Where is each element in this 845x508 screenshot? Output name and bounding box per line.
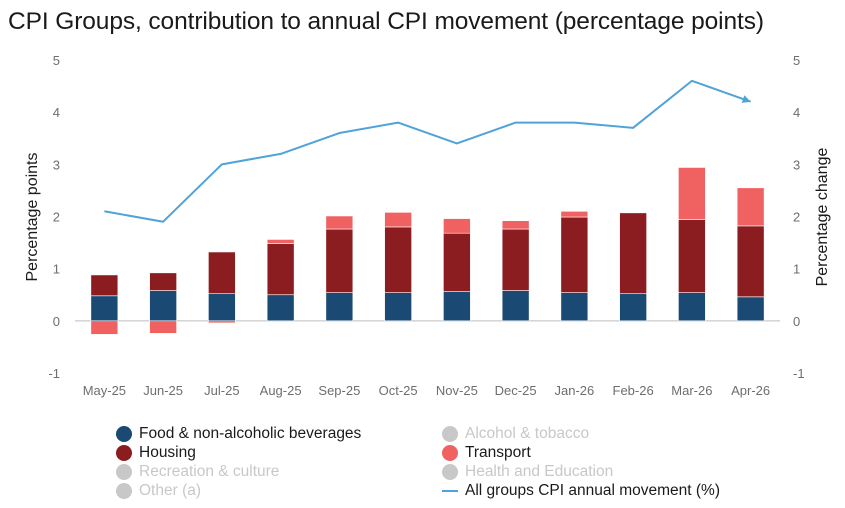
legend-line-swatch — [442, 490, 458, 492]
y-axis-title-left: Percentage points — [24, 153, 41, 282]
x-axis: May-25 Jun-25 Jul-25 Aug-25 Sep-25 Oct-25 Nov-… — [83, 383, 770, 398]
legend-dot-swatch — [442, 464, 458, 480]
bar-segment — [619, 293, 647, 322]
legend-dot-swatch — [116, 445, 132, 461]
y-tick-label: 0 — [53, 314, 60, 329]
x-tick-label: Nov-25 — [436, 383, 478, 398]
right-y-axis: -1 0 1 2 3 4 5 — [793, 53, 805, 381]
y-tick-label: 1 — [53, 262, 60, 277]
x-tick-label: Feb-26 — [613, 383, 654, 398]
bar-segment — [90, 320, 119, 335]
bar-segment — [619, 212, 647, 295]
x-tick-label: Jul-25 — [204, 383, 239, 398]
bar-segment — [560, 292, 589, 322]
bar-segment — [325, 228, 354, 293]
bar-segment — [325, 215, 354, 230]
bar-segment — [149, 272, 177, 291]
bar-segment — [384, 226, 412, 293]
bar-segment — [678, 292, 706, 322]
bar-segment — [266, 243, 295, 296]
x-tick-label: Mar-26 — [671, 383, 712, 398]
y-tick-label: 3 — [53, 157, 60, 172]
legend-dot-swatch — [442, 445, 458, 461]
bar-segment — [443, 232, 471, 292]
bar-segment — [736, 187, 765, 227]
y2-tick-label: 3 — [793, 157, 800, 172]
x-tick-label: Oct-25 — [379, 383, 418, 398]
chart-legend: Food & non-alcoholic beverages Alcohol & … — [116, 424, 816, 504]
bar-segment — [736, 296, 765, 322]
bar-series-group — [90, 167, 765, 335]
legend-item[interactable]: Alcohol & tobacco — [442, 424, 589, 444]
legend-item[interactable]: Transport — [442, 443, 531, 463]
bar-segment — [501, 290, 530, 322]
bar-segment — [266, 294, 295, 322]
bar-segment — [325, 292, 354, 322]
cpi-annual-line — [104, 79, 751, 223]
bar-segment — [443, 218, 471, 234]
legend-dot-swatch — [116, 483, 132, 499]
legend-label: Other (a) — [139, 482, 202, 499]
bar-segment — [501, 228, 530, 291]
bar-segment — [149, 290, 177, 322]
bar-segment — [501, 220, 530, 230]
x-tick-label: May-25 — [83, 383, 126, 398]
x-tick-label: Sep-25 — [318, 383, 360, 398]
bar-segment — [208, 293, 236, 322]
cpi-line-group — [104, 79, 751, 223]
y-tick-label: 5 — [53, 53, 60, 68]
stacked-bar-chart: -1 0 1 2 3 4 5 -1 0 1 2 3 4 5 May-25 Jun-25 Jul-25 Aug-… — [24, 53, 831, 398]
legend-label: Alcohol & tobacco — [465, 425, 590, 442]
legend-dot-swatch — [116, 426, 132, 442]
legend-dot-swatch — [442, 426, 458, 442]
bar-segment — [90, 295, 119, 322]
bar-segment — [90, 274, 119, 297]
legend-label: Housing — [139, 444, 196, 461]
legend-item[interactable]: All groups CPI annual movement (%) — [442, 481, 720, 501]
bar-segment — [678, 219, 706, 293]
legend-label: Recreation & culture — [139, 463, 280, 480]
y-axis-title-right: Percentage change — [814, 148, 831, 287]
bar-segment — [560, 216, 589, 293]
legend-item[interactable]: Other (a) — [116, 481, 201, 501]
x-tick-label: Aug-25 — [260, 383, 302, 398]
left-y-axis: -1 0 1 2 3 4 5 — [48, 53, 60, 381]
y-tick-label: -1 — [48, 366, 60, 381]
bar-segment — [208, 251, 236, 295]
y-tick-label: 4 — [53, 105, 60, 120]
legend-label: All groups CPI annual movement (%) — [465, 482, 721, 499]
bar-segment — [208, 320, 236, 324]
x-tick-label: Jan-26 — [555, 383, 595, 398]
bar-segment — [149, 320, 177, 334]
y2-tick-label: -1 — [793, 366, 805, 381]
legend-item[interactable]: Recreation & culture — [116, 462, 279, 482]
bar-segment — [384, 212, 412, 228]
legend-label: Food & non-alcoholic beverages — [139, 425, 362, 442]
y2-tick-label: 5 — [793, 53, 800, 68]
bar-segment — [384, 292, 412, 322]
legend-label: Transport — [465, 444, 531, 461]
bar-segment — [443, 291, 471, 322]
legend-item[interactable]: Food & non-alcoholic beverages — [116, 424, 361, 444]
y2-tick-label: 0 — [793, 314, 800, 329]
bar-segment — [560, 210, 589, 218]
legend-label: Health and Education — [465, 463, 614, 480]
bar-segment — [678, 167, 706, 220]
line-end-arrow — [741, 95, 751, 103]
y2-tick-label: 4 — [793, 105, 800, 120]
x-tick-label: Jun-25 — [143, 383, 183, 398]
y-tick-label: 2 — [53, 210, 60, 225]
legend-item[interactable]: Health and Education — [442, 462, 613, 482]
chart-title: CPI Groups, contribution to annual CPI m… — [8, 8, 764, 35]
legend-dot-swatch — [116, 464, 132, 480]
x-tick-label: Dec-25 — [495, 383, 537, 398]
bar-segment — [736, 225, 765, 298]
y2-tick-label: 2 — [793, 210, 800, 225]
bar-segment — [266, 239, 295, 244]
y2-tick-label: 1 — [793, 262, 800, 277]
legend-item[interactable]: Housing — [116, 443, 196, 463]
x-tick-label: Apr-26 — [731, 383, 770, 398]
